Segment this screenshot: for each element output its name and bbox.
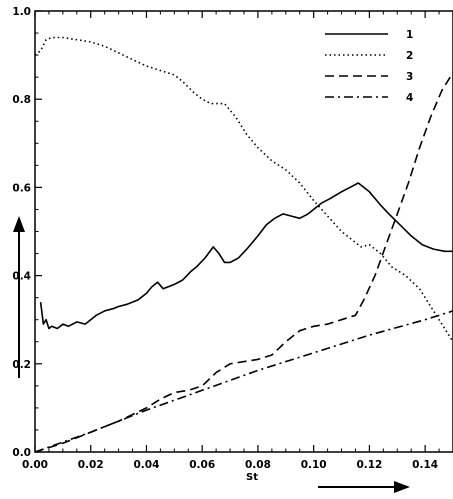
series-1-line [39,182,453,330]
y-direction-arrow [13,216,25,378]
series-4-line [34,310,453,453]
y-tick-label: 0.8 [12,94,31,106]
legend-label-3: 3 [406,71,413,83]
legend-label-4: 4 [406,92,413,104]
y-tick-label: 1.0 [12,6,31,18]
x-tick-label: 0.12 [356,459,382,471]
x-direction-arrow [318,481,410,493]
x-tick-label: 0.06 [189,459,215,471]
x-tick-label: 0.10 [301,459,327,471]
x-tick-label: 0.02 [78,459,104,471]
plot-frame [34,10,453,453]
x-tick-label: 0.14 [412,459,438,471]
tick-layer [34,10,440,453]
legend-label-1: 1 [406,29,413,41]
series-2-line [34,36,453,343]
legend-label-2: 2 [406,50,413,62]
y-tick-label: 0.4 [12,271,31,283]
series-3-line [34,72,453,453]
x-axis-title: St [246,472,258,483]
y-tick-label: 0.0 [12,447,31,459]
y-tick-label: 0.6 [12,182,31,194]
y-tick-label: 0.2 [12,359,31,371]
series-layer [34,36,453,453]
x-tick-label: 0.00 [22,459,48,471]
x-tick-label: 0.04 [134,459,160,471]
tick-label-layer: 0.00 0.02 0.04 0.06 0.08 0.10 0.12 0.14 0.0 0.2 0.… [12,6,438,471]
x-tick-label: 0.08 [245,459,271,471]
legend: 1 2 3 4 [325,29,413,104]
